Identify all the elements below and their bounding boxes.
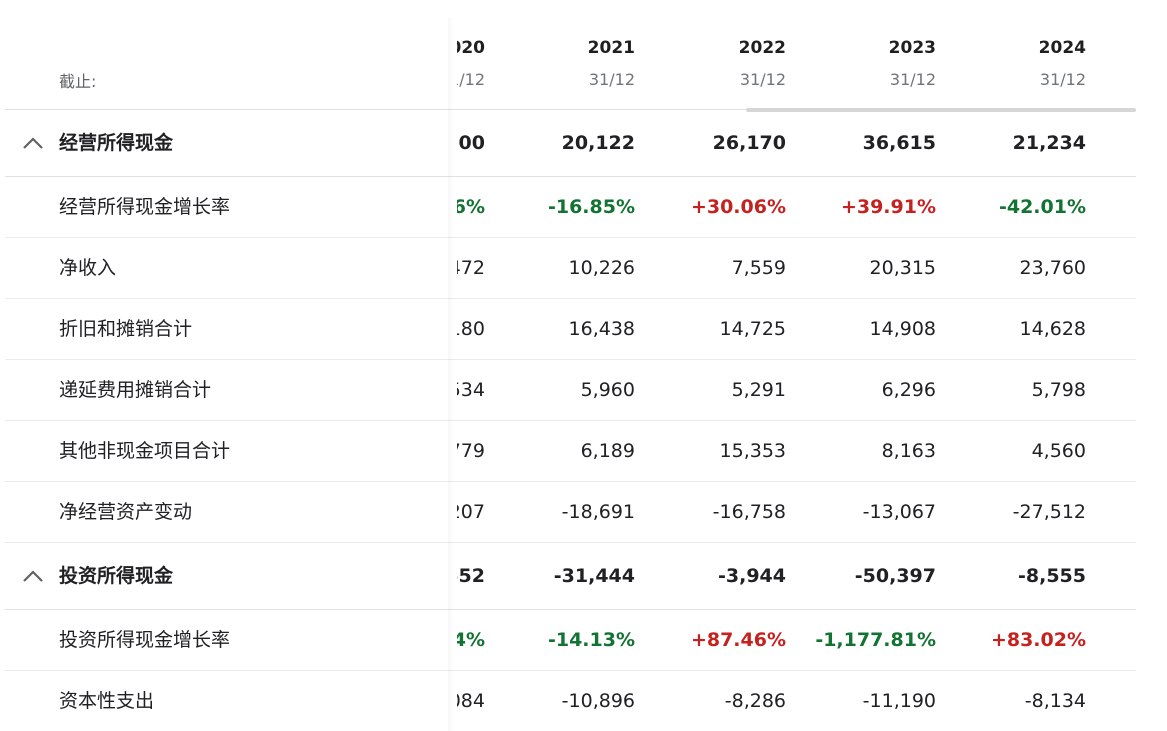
cell-2020-clip: 94%	[457, 610, 517, 670]
cell-2021: 16,438	[568, 318, 635, 340]
cell-2020-clip: 2,472	[457, 238, 517, 298]
cell-2024: -27,512	[1012, 501, 1086, 523]
cell-2021: -16.85%	[547, 196, 635, 218]
cell-2024: 21,234	[1012, 132, 1086, 154]
year-header-2024: 2024 31/12	[1038, 38, 1086, 89]
cell-2020: 96%	[457, 196, 485, 218]
cell-2023: 36,615	[862, 132, 936, 154]
cell-2024: 4,560	[1031, 440, 1086, 462]
cell-2024: 14,628	[1019, 318, 1086, 340]
as-of-label: 截止:	[59, 72, 97, 91]
section-row[interactable]: 经营所得现金 4,200 20,122 26,170 36,615 21,234	[5, 110, 1136, 177]
cell-2023: -1,177.81%	[815, 629, 936, 651]
cell-2021: 20,122	[561, 132, 635, 154]
cell-2023: -13,067	[862, 501, 936, 523]
cell-2022: 15,353	[719, 440, 786, 462]
year-header-2023: 2023 31/12	[888, 38, 936, 89]
cell-2021: -31,444	[553, 565, 635, 587]
row-label: 折旧和摊销合计	[59, 318, 193, 340]
cell-2022: 26,170	[712, 132, 786, 154]
table-row: 资本性支出 5,084 -10,896 -8,286 -11,190 -8,134	[5, 671, 1136, 731]
chevron-up-icon[interactable]	[21, 543, 45, 609]
cell-2023: 20,315	[869, 257, 936, 279]
table-row: 其他非现金项目合计 2,779 6,189 15,353 8,163 4,560	[5, 421, 1136, 482]
cell-2020: 2,779	[457, 440, 485, 462]
cell-2020-clip: 5,084	[457, 671, 517, 731]
cell-2024: 5,798	[1031, 379, 1086, 401]
row-label: 经营所得现金增长率	[59, 196, 231, 218]
cell-2020: 5,084	[457, 690, 485, 712]
section-row[interactable]: 投资所得现金 7,552 -31,444 -3,944 -50,397 -8,555	[5, 543, 1136, 610]
cell-2024: -8,134	[1024, 690, 1086, 712]
cell-2020-clip: 4,534	[457, 360, 517, 420]
cell-2020: 2,472	[457, 257, 485, 279]
cell-2020-clip: 3,207	[457, 482, 517, 542]
cell-2023: 14,908	[869, 318, 936, 340]
cell-2024: 23,760	[1019, 257, 1086, 279]
cell-2021: 10,226	[568, 257, 635, 279]
cell-2020-clip: 4,200	[457, 110, 517, 176]
cash-flow-table: 截止: 2020 31/12 2021 31/12 2022 31/12 202…	[5, 18, 1136, 731]
table-row: 投资所得现金增长率 94% -14.13% +87.46% -1,177.81% +83.…	[5, 610, 1136, 671]
year-col-2020-clip: 2020 31/12	[457, 18, 517, 109]
cell-2022: -3,944	[718, 565, 786, 587]
cell-2022: -16,758	[712, 501, 786, 523]
cell-2020: 8,180	[457, 318, 485, 340]
row-label: 投资所得现金	[59, 565, 174, 587]
cell-2020-clip: 2,779	[457, 421, 517, 481]
table-header: 截止: 2020 31/12 2021 31/12 2022 31/12 202…	[5, 18, 1136, 112]
cell-2021: -10,896	[561, 690, 635, 712]
cell-2024: +83.02%	[990, 629, 1086, 651]
cell-2020: 4,534	[457, 379, 485, 401]
table-body: 经营所得现金4,20020,12226,17036,61521,234经营所得现…	[5, 110, 1136, 731]
cell-2020-clip: 96%	[457, 177, 517, 237]
cell-2024: -42.01%	[998, 196, 1086, 218]
table-row: 折旧和摊销合计 8,180 16,438 14,725 14,908 14,628	[5, 299, 1136, 360]
horizontal-scrollbar[interactable]	[746, 108, 1136, 112]
chevron-up-icon[interactable]	[21, 110, 45, 176]
cell-2020: 3,207	[457, 501, 485, 523]
cell-2020: 4,200	[457, 132, 485, 154]
table-row: 净经营资产变动 3,207 -18,691 -16,758 -13,067 -27,512	[5, 482, 1136, 543]
cell-2022: +30.06%	[690, 196, 786, 218]
cell-2020: 7,552	[457, 565, 485, 587]
row-label: 净收入	[59, 257, 117, 279]
year-header-2022: 2022 31/12	[738, 38, 786, 89]
cell-2021: 5,960	[580, 379, 635, 401]
cell-2023: 6,296	[881, 379, 936, 401]
row-label: 递延费用摊销合计	[59, 379, 212, 401]
year-header-2020: 2020 31/12	[457, 38, 485, 89]
cell-2022: 7,559	[731, 257, 786, 279]
year-header-2021: 2021 31/12	[587, 38, 635, 89]
row-label: 其他非现金项目合计	[59, 440, 231, 462]
row-label: 净经营资产变动	[59, 501, 193, 523]
cell-2023: -50,397	[854, 565, 936, 587]
cell-2023: +39.91%	[840, 196, 936, 218]
cell-2022: 5,291	[731, 379, 786, 401]
table-row: 经营所得现金增长率 96% -16.85% +30.06% +39.91% -42.01%	[5, 177, 1136, 238]
cell-2024: -8,555	[1018, 565, 1086, 587]
row-label: 投资所得现金增长率	[59, 629, 231, 651]
row-label: 资本性支出	[59, 690, 155, 712]
cell-2021: -18,691	[561, 501, 635, 523]
row-label: 经营所得现金	[59, 132, 174, 154]
cell-2021: -14.13%	[547, 629, 635, 651]
cell-2022: -8,286	[724, 690, 786, 712]
table-row: 净收入 2,472 10,226 7,559 20,315 23,760	[5, 238, 1136, 299]
cell-2023: -11,190	[862, 690, 936, 712]
cell-2023: 8,163	[881, 440, 936, 462]
cell-2020-clip: 8,180	[457, 299, 517, 359]
cell-2022: 14,725	[719, 318, 786, 340]
cell-2020: 94%	[457, 629, 485, 651]
cell-2020-clip: 7,552	[457, 543, 517, 609]
cell-2021: 6,189	[580, 440, 635, 462]
cell-2022: +87.46%	[690, 629, 786, 651]
table-row: 递延费用摊销合计 4,534 5,960 5,291 6,296 5,798	[5, 360, 1136, 421]
